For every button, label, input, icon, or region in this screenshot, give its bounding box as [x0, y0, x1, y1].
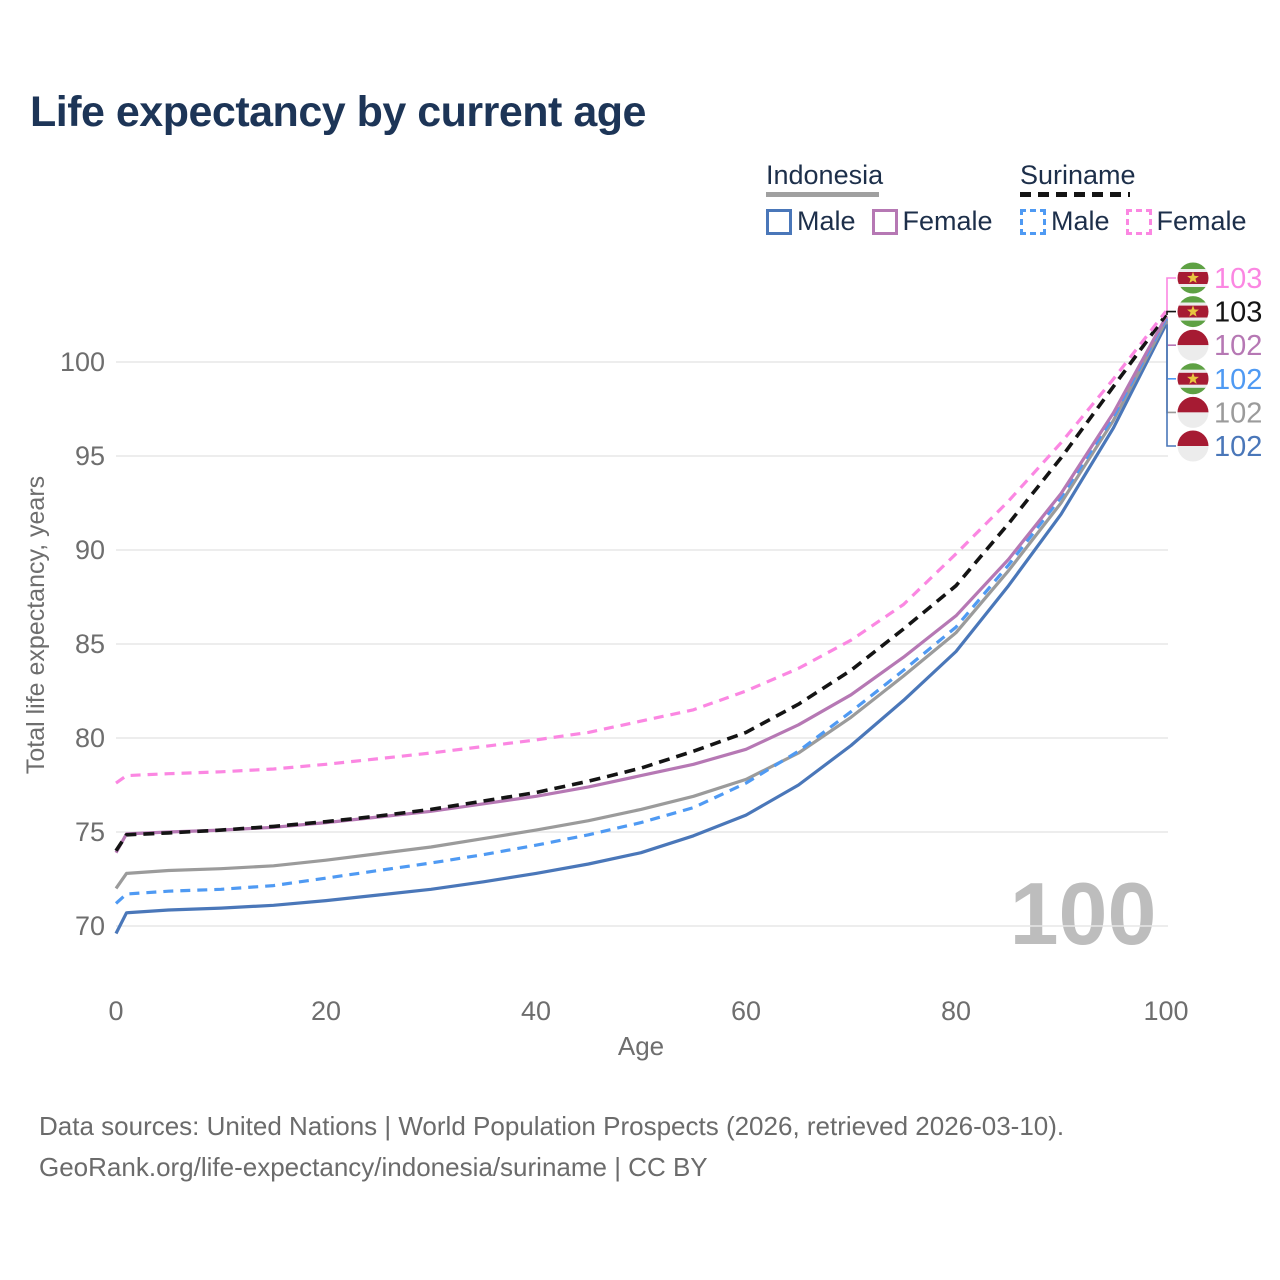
end-value-label-indonesia-male: 102 — [1214, 431, 1262, 463]
end-label-leader-line — [1166, 310, 1176, 315]
legend-label: Female — [902, 206, 993, 236]
legend-item-suriname-male[interactable]: Male — [1020, 206, 1110, 237]
series-line-suriname[interactable] — [114, 313, 1168, 852]
end-value-label-suriname: 103 — [1214, 297, 1262, 329]
end-label-leader-line — [1166, 320, 1176, 414]
legend-group-suriname: Suriname Male Female — [1020, 162, 1247, 237]
star-icon — [1187, 271, 1199, 284]
series-line-suriname-female[interactable] — [115, 310, 1168, 785]
y-tick-label: 75 — [75, 817, 105, 847]
indonesia-male-swatch — [766, 208, 792, 235]
axis-title-x: Age — [618, 1031, 664, 1061]
flag-icon-indonesia — [1177, 430, 1209, 462]
legend-item-indonesia-female[interactable]: Female — [871, 206, 993, 237]
end-value-label-suriname-female: 103 — [1214, 263, 1262, 295]
end-value-label-indonesia: 102 — [1214, 397, 1262, 429]
y-tick-label: 100 — [60, 347, 105, 377]
y-tick-label: 90 — [75, 535, 105, 565]
legend-item-indonesia-male[interactable]: Male — [766, 206, 856, 237]
footer: Data sources: United Nations | World Pop… — [39, 1106, 1064, 1188]
axis-title-y: Total life expectancy, years — [22, 476, 50, 774]
star-icon — [1187, 372, 1199, 384]
flag-icon-suriname — [1177, 363, 1209, 395]
series-line-indonesia-male[interactable] — [114, 323, 1168, 935]
flag-icon-indonesia — [1177, 396, 1209, 428]
x-tick-label: 100 — [1143, 996, 1188, 1026]
end-value-label-suriname-male: 102 — [1214, 364, 1262, 396]
flag-icon-suriname — [1177, 262, 1209, 294]
indonesia-solid-line-swatch — [766, 192, 879, 197]
legend-label: Male — [797, 206, 856, 236]
suriname-dashed-line-swatch — [1020, 192, 1130, 197]
data-source-text: Data sources: United Nations | World Pop… — [39, 1111, 1065, 1141]
page-title: Life expectancy by current age — [30, 88, 646, 136]
x-tick-label: 60 — [731, 996, 761, 1026]
legend-country-indonesia[interactable]: Indonesia — [766, 160, 884, 190]
hover-age-watermark: 100 — [1010, 864, 1157, 963]
x-tick-label: 0 — [108, 996, 123, 1026]
x-tick-label: 40 — [521, 996, 551, 1026]
end-label-leader-line — [1166, 324, 1176, 447]
flag-icon-indonesia — [1177, 329, 1209, 361]
legend-label: Male — [1051, 206, 1110, 236]
x-tick-label: 80 — [941, 996, 971, 1026]
legend-item-suriname-female[interactable]: Female — [1125, 206, 1247, 237]
y-tick-label: 85 — [75, 629, 105, 659]
legend-label: Female — [1156, 206, 1247, 236]
end-value-label-indonesia-female: 102 — [1214, 330, 1262, 362]
y-tick-label: 95 — [75, 441, 105, 471]
series-line-suriname-male[interactable] — [114, 318, 1168, 905]
series-line-indonesia[interactable] — [114, 319, 1168, 890]
end-label-leader-line — [1166, 318, 1176, 380]
suriname-male-swatch — [1020, 208, 1046, 235]
series-line-indonesia-female[interactable] — [114, 316, 1168, 854]
end-label-leader-line — [1166, 316, 1176, 346]
y-tick-label: 80 — [75, 723, 105, 753]
indonesia-female-swatch — [871, 208, 898, 235]
legend-group-indonesia: Indonesia Male Female — [766, 162, 993, 237]
legend-country-suriname[interactable]: Suriname — [1020, 160, 1136, 190]
suriname-female-swatch — [1125, 208, 1152, 235]
source-url-text: GeoRank.org/life-expectancy/indonesia/su… — [39, 1152, 708, 1182]
y-tick-label: 70 — [75, 911, 105, 941]
star-icon — [1187, 305, 1199, 317]
flag-icon-suriname — [1177, 296, 1209, 328]
end-label-leader-line — [1166, 277, 1176, 312]
x-tick-label: 20 — [311, 996, 341, 1026]
